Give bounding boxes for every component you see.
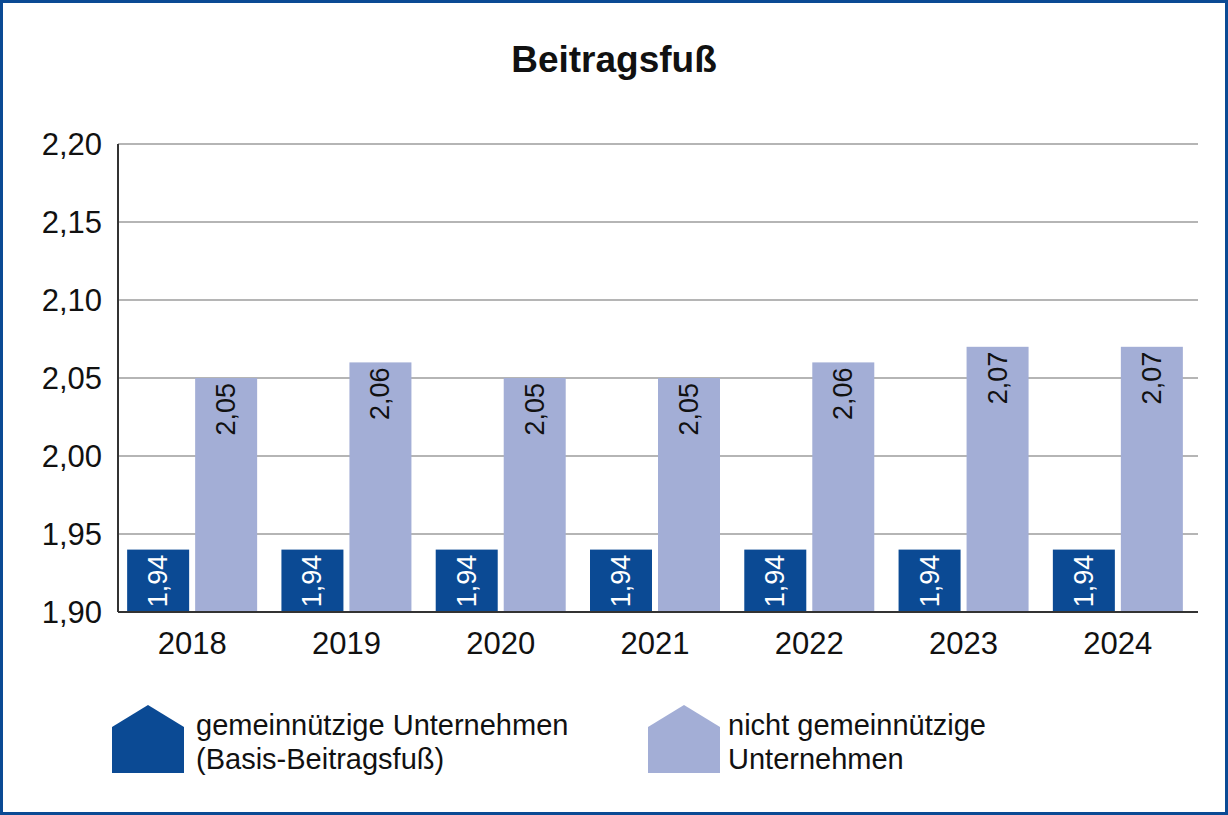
y-tick-label: 1,95 [42,517,102,552]
bar [436,550,498,612]
grid-line [118,221,1198,223]
data-label: 1,94 [1069,555,1099,608]
x-tick-label: 2021 [621,626,690,661]
bar [1121,347,1183,612]
bar [590,550,652,612]
data-label: 2,06 [828,367,858,420]
bar [1053,550,1115,612]
legend-swatch [112,705,184,773]
data-label: 2,06 [365,367,395,420]
x-tick-label: 2019 [312,626,381,661]
title: Beitragsfuß [511,39,717,80]
y-tick-label: 2,05 [42,361,102,396]
y-tick-label: 2,15 [42,205,102,240]
grid-line [118,299,1198,301]
data-label: 1,94 [606,555,636,608]
legend-label: gemeinnützige Unternehmen (Basis-Beitrag… [196,708,626,776]
data-label: 1,94 [143,555,173,608]
bar [349,362,411,612]
chart: Beitragsfuß 1,90 1,95 2,00 2,05 2,10 2,15 2,20 1… [0,0,1228,815]
y-axis [117,144,119,612]
y-tick-label: 2,00 [42,439,102,474]
data-label: 2,05 [211,383,241,436]
grid-line [118,143,1198,145]
data-label: 2,05 [674,383,704,436]
y-tick-label: 2,20 [42,127,102,162]
data-label: 1,94 [452,555,482,608]
data-label: 1,94 [760,555,790,608]
bar [195,378,257,612]
data-labels: 1,94 2,05 1,94 2,06 1,94 2,05 1,94 2,05 1,94 2,06… [143,352,1167,607]
bar [281,550,343,612]
bar [504,378,566,612]
x-tick-label: 2023 [929,626,998,661]
x-tick-label: 2020 [466,626,535,661]
x-tick-label: 2024 [1083,626,1152,661]
bar [744,550,806,612]
y-tick-label: 1,90 [42,595,102,630]
grid-line [118,611,1198,613]
data-label: 1,94 [297,555,327,608]
x-tick-label: 2022 [775,626,844,661]
bar [967,347,1029,612]
legend-label: nicht gemeinnützige Unternehmen [728,708,1028,776]
data-label: 2,07 [1137,352,1167,405]
page-frame [0,0,1228,815]
bar [899,550,961,612]
data-label: 2,05 [520,383,550,436]
y-tick-label: 2,10 [42,283,102,318]
x-axis [118,611,1198,613]
bars [127,347,1183,612]
bar [812,362,874,612]
data-label: 1,94 [915,555,945,608]
legend-swatch [648,705,720,773]
bar [127,550,189,612]
grid [118,144,1198,612]
bar [658,378,720,612]
data-label: 2,07 [983,352,1013,405]
x-tick-label: 2018 [158,626,227,661]
